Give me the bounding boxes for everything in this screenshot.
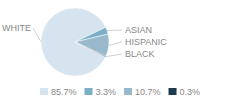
slice-label: ASIAN bbox=[125, 25, 152, 35]
legend-swatch bbox=[84, 88, 92, 95]
legend-swatch bbox=[169, 88, 177, 95]
legend: 85.7% 3.3% 10.7% 0.3% bbox=[40, 87, 200, 97]
slices bbox=[41, 8, 109, 76]
chart: WHITE ASIAN HISPANIC BLACK 85.7% 3.3% 10.7% 0.3… bbox=[0, 0, 240, 100]
leader-line bbox=[107, 30, 122, 32]
legend-label: 3.3% bbox=[95, 87, 116, 97]
slice-label: WHITE bbox=[2, 23, 31, 33]
slice-label: HISPANIC bbox=[125, 37, 167, 47]
pie-slice bbox=[75, 42, 106, 57]
slice-label: BLACK bbox=[125, 49, 155, 59]
legend-label: 85.7% bbox=[51, 87, 77, 97]
slice-labels: WHITE ASIAN HISPANIC BLACK bbox=[2, 23, 167, 59]
leader-line bbox=[109, 42, 122, 45]
legend-label: 10.7% bbox=[135, 87, 161, 97]
pie-slice bbox=[75, 34, 109, 56]
legend-swatch bbox=[124, 88, 132, 95]
legend-label: 0.3% bbox=[180, 87, 201, 97]
legend-swatch bbox=[40, 88, 48, 95]
leader-line bbox=[106, 54, 122, 57]
leader-line bbox=[33, 28, 41, 42]
